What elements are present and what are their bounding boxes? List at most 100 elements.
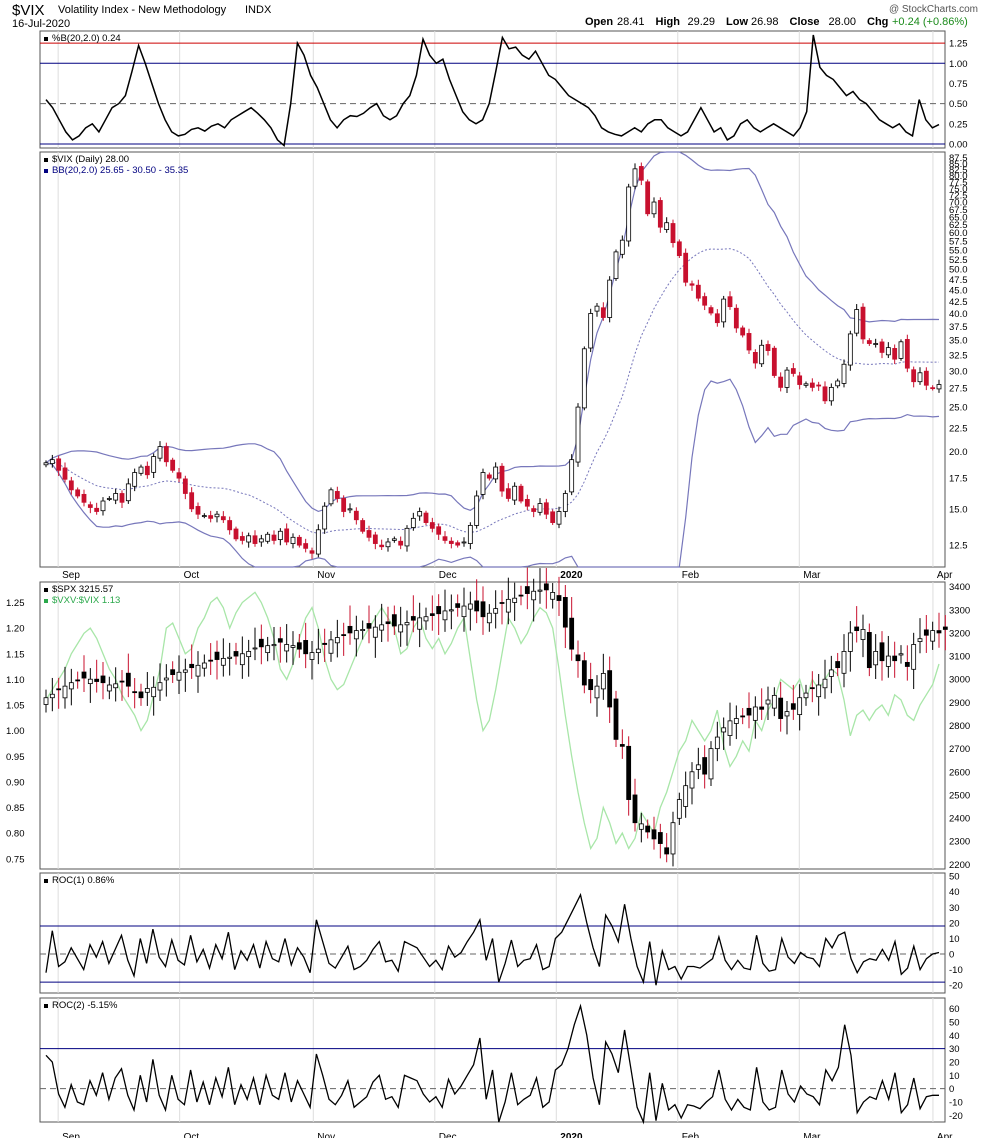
candle — [562, 490, 568, 518]
candle — [607, 276, 613, 323]
ohlc-chg-label: Chg — [867, 16, 888, 28]
candle-body — [898, 653, 904, 656]
y-tick-label: 72.5 — [949, 191, 968, 202]
candle — [284, 523, 290, 546]
candle — [562, 585, 568, 649]
candle-body — [594, 305, 600, 312]
candle-body — [290, 645, 296, 648]
candle-body — [277, 530, 283, 541]
candle — [822, 381, 828, 405]
y-tick-label: 2500 — [949, 790, 970, 801]
candle — [334, 619, 340, 658]
candle-body — [885, 655, 891, 667]
candle — [613, 249, 619, 281]
candle — [119, 490, 125, 508]
candle — [404, 610, 410, 646]
candle-body — [227, 656, 233, 659]
candle-body — [467, 525, 473, 544]
candle — [170, 661, 176, 683]
candle — [512, 482, 518, 505]
candle — [132, 678, 138, 709]
candle-body — [265, 645, 271, 654]
candle — [328, 631, 334, 662]
candle-body — [176, 671, 182, 681]
candle — [410, 595, 416, 633]
candle — [676, 239, 682, 258]
candle-body — [765, 344, 771, 352]
x-axis: SepOctNovDec2020FebMarAprMayJunJulSepOct… — [62, 570, 953, 1138]
candle-body — [195, 664, 201, 677]
candle — [296, 534, 302, 548]
candle — [936, 612, 942, 648]
candle — [727, 702, 733, 746]
y-tick-label: 70.0 — [949, 198, 968, 209]
y-tick-label: 1.05 — [6, 701, 25, 712]
candle-body — [163, 677, 169, 681]
candle — [309, 547, 315, 559]
candle-body — [429, 613, 435, 616]
candle — [391, 536, 397, 543]
candle-body — [638, 823, 644, 830]
candle-body — [157, 446, 163, 459]
ratio-line — [45, 591, 940, 851]
watermark: @ StockCharts.com — [889, 4, 978, 15]
candle-body — [923, 370, 929, 386]
candle — [543, 568, 549, 609]
candle-body — [246, 535, 252, 543]
x-label-apr: Apr — [937, 1132, 953, 1138]
candle — [499, 590, 505, 625]
candle — [537, 568, 543, 604]
candle — [429, 595, 435, 631]
candle — [315, 628, 321, 665]
candle-body — [239, 536, 245, 541]
candle — [176, 655, 182, 695]
bb-lower — [45, 378, 940, 568]
candle — [385, 606, 391, 642]
candle-body — [157, 682, 163, 691]
ohlc-open-value: 28.41 — [617, 16, 645, 28]
roc1-panel: 50 40 30 20 10 0 -10 -20 ROC(1) 0.86% — [40, 872, 963, 992]
candle — [714, 309, 720, 327]
candle-body — [695, 284, 701, 299]
roc2-line — [45, 1003, 939, 1125]
index-name: Volatility Index - New Methodology — [58, 4, 227, 16]
candle — [448, 537, 454, 549]
y-tick-label: 37.5 — [949, 322, 968, 333]
candle — [613, 690, 619, 747]
candle — [588, 308, 594, 353]
candle-body — [575, 654, 581, 662]
candle-body — [125, 672, 131, 687]
candle — [334, 486, 340, 503]
candle-body — [385, 541, 391, 548]
candle-body — [632, 794, 638, 824]
candle — [841, 634, 847, 688]
y-tick-label: 50 — [949, 1018, 960, 1029]
candle-body — [911, 644, 917, 670]
candle — [423, 510, 429, 525]
candle-body — [480, 601, 486, 618]
candle-body — [651, 201, 657, 215]
candle-body — [752, 706, 758, 721]
candle-body — [518, 594, 524, 597]
candle — [157, 663, 163, 701]
candle-body — [132, 691, 138, 694]
candle — [391, 605, 397, 635]
candle — [778, 681, 784, 732]
candle-body — [75, 489, 81, 497]
candle-body — [911, 369, 917, 383]
candle — [879, 338, 885, 359]
candle — [448, 594, 454, 630]
candle-body — [366, 530, 372, 538]
spx-frame — [39, 581, 946, 870]
candle — [746, 692, 752, 729]
x-label-oct: Oct — [184, 570, 200, 581]
candle — [100, 662, 106, 700]
candle-body — [75, 679, 81, 682]
candle — [594, 675, 600, 717]
ohlc-close-label: Close — [790, 16, 820, 28]
candle-body — [822, 678, 828, 689]
y-tick-label: 82.5 — [949, 165, 968, 176]
candle-body — [657, 200, 663, 228]
symbol: $VIX — [12, 2, 45, 19]
candle-body — [138, 466, 144, 474]
